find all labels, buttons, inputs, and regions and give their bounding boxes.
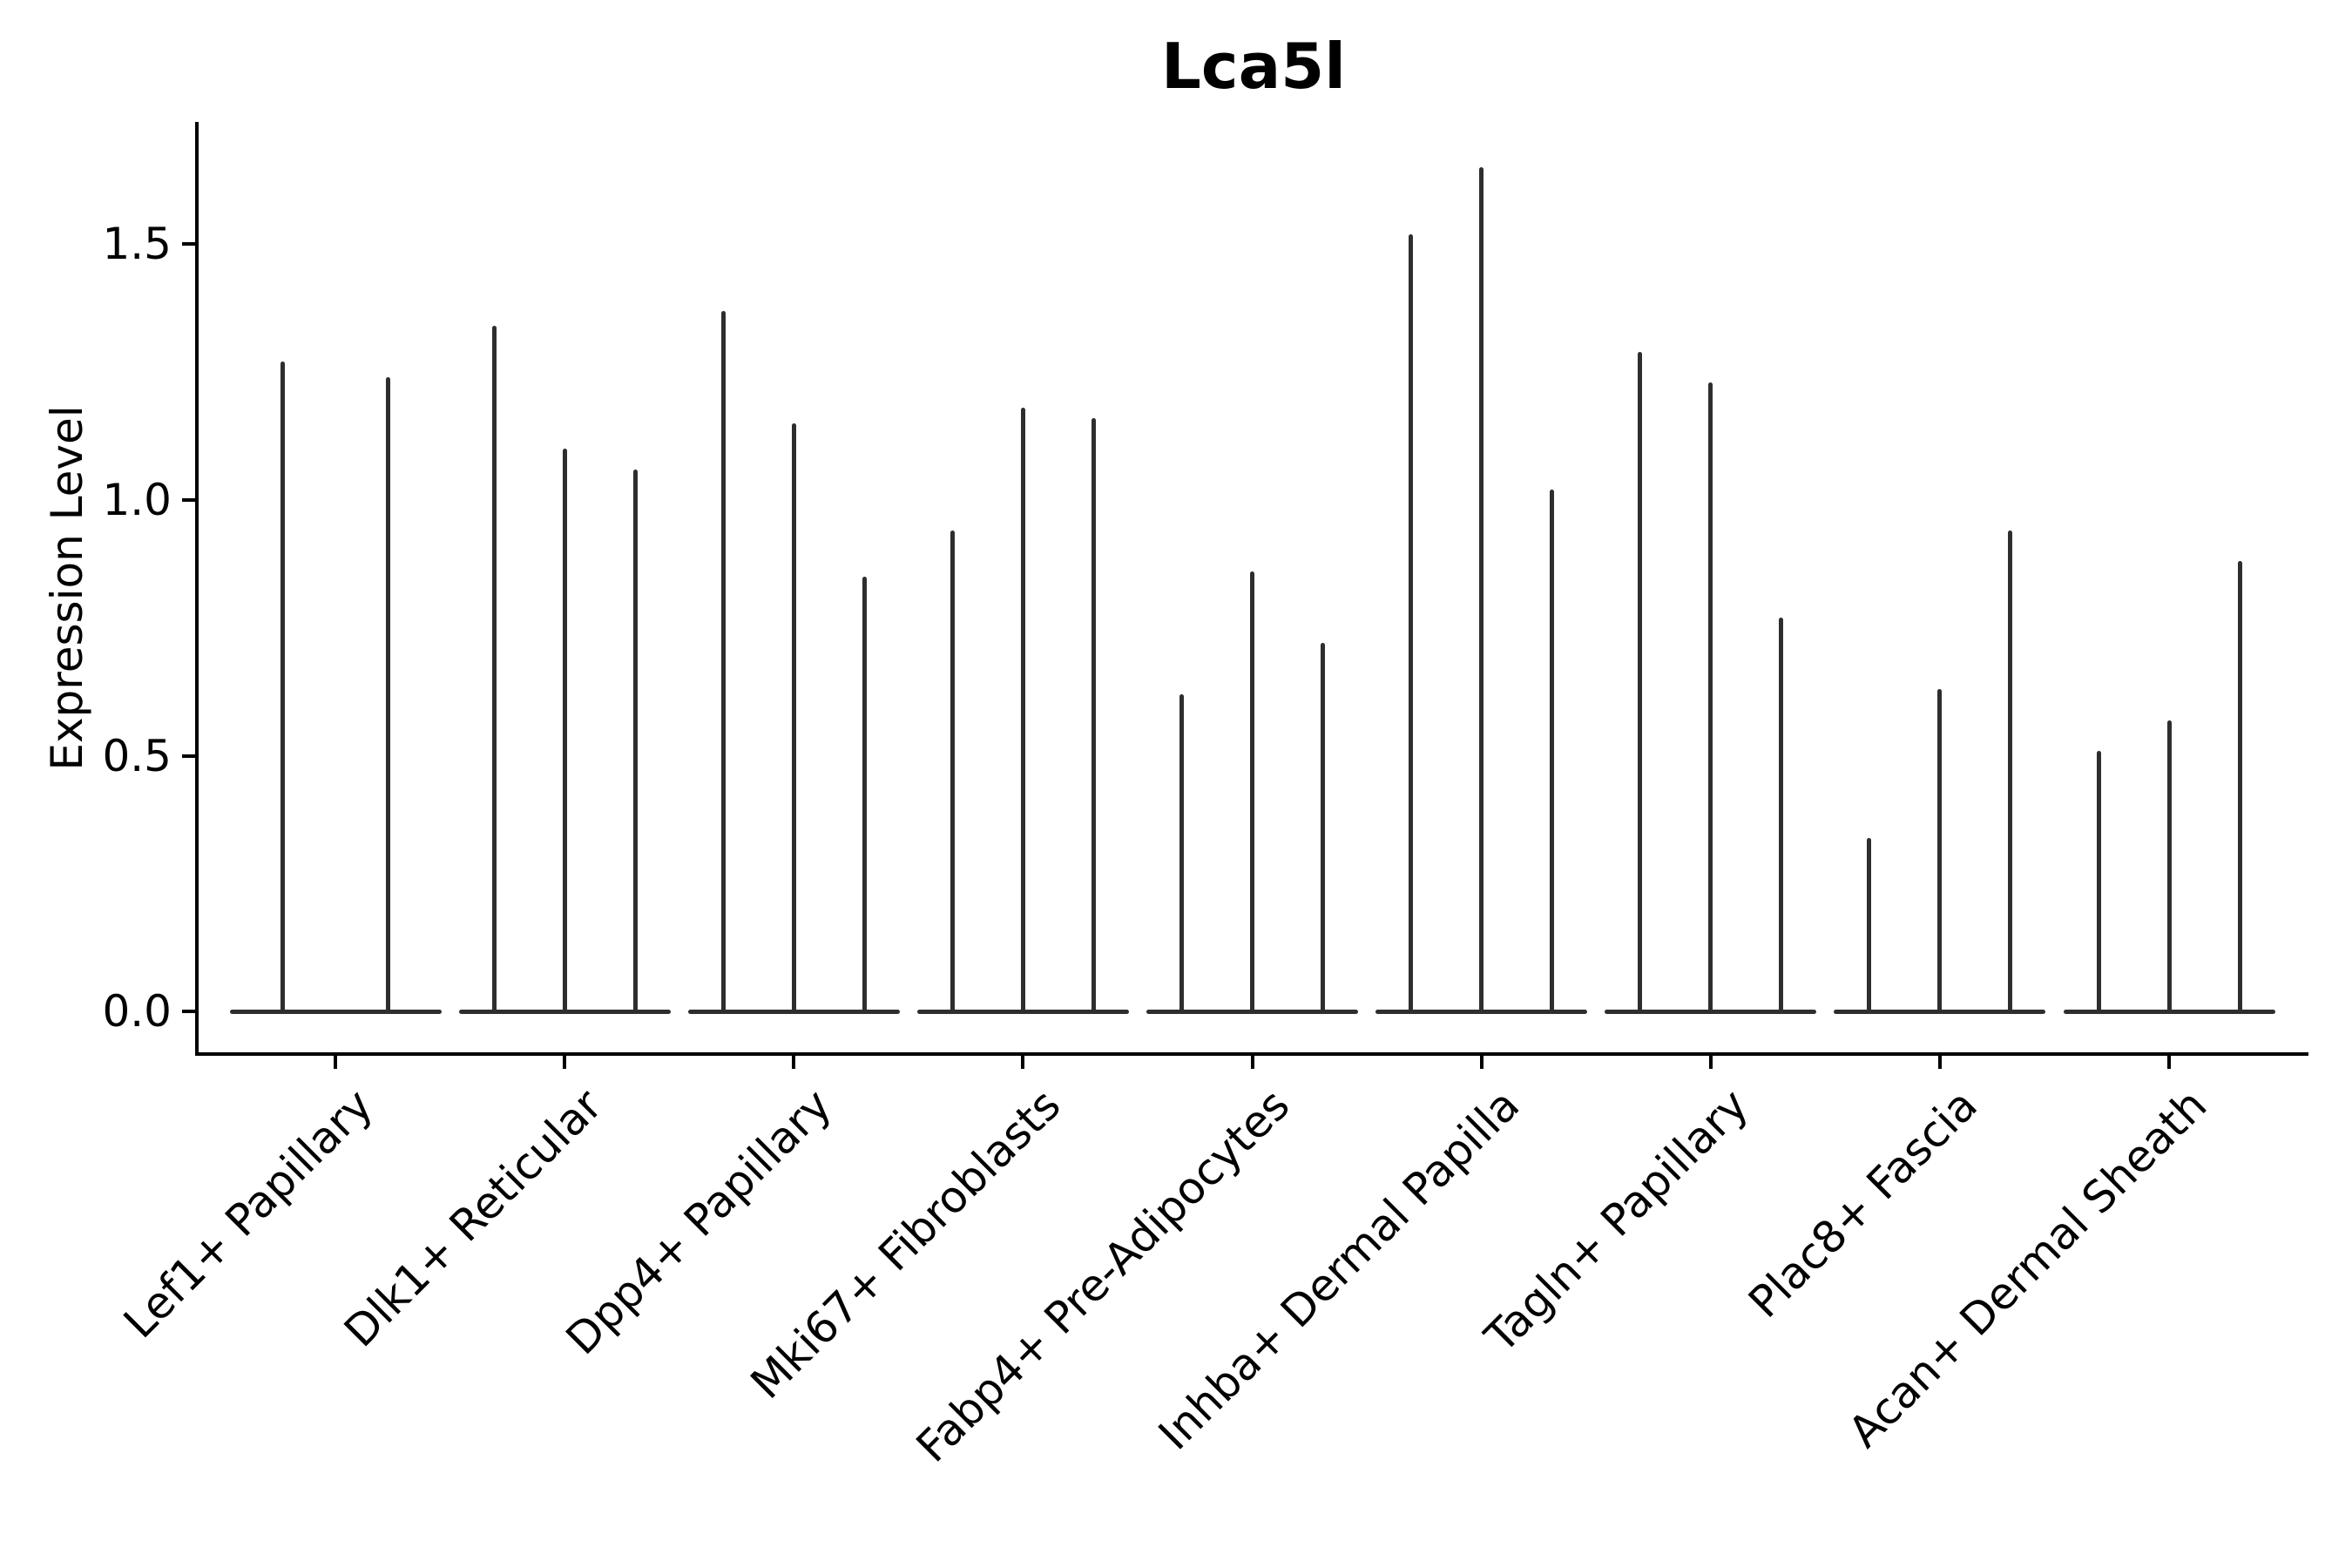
y-tick-label: 1.5 [102, 219, 172, 270]
x-tick [1479, 1056, 1484, 1069]
violin-spike [562, 449, 567, 1012]
violin-spike [1708, 382, 1713, 1012]
violin-spike [491, 326, 497, 1012]
x-tick-label: Plac8+ Fascia [1739, 1079, 1988, 1328]
violin-spike [1020, 408, 1025, 1012]
x-tick-label: Fabp4+ Pre-Adipocytes [907, 1079, 1300, 1472]
violin-spike [950, 531, 955, 1012]
violin-spike [791, 422, 796, 1012]
violin-spike [1550, 490, 1555, 1012]
violin-spike [1091, 418, 1096, 1012]
violin-spike [386, 377, 391, 1012]
violin-spike [1867, 837, 1872, 1012]
violin-base [916, 1009, 1129, 1014]
violin-spike [1321, 643, 1325, 1012]
x-tick [563, 1056, 567, 1069]
y-tick-label: 1.0 [102, 474, 172, 525]
violin-base [1375, 1009, 1588, 1014]
violin-spike [632, 469, 638, 1012]
y-tick-label: 0.5 [102, 730, 172, 781]
violin-spike [1638, 351, 1643, 1012]
violin-spike [720, 310, 726, 1012]
violin-spike [862, 577, 867, 1012]
violin-spike [2237, 561, 2242, 1012]
violin-base [1146, 1009, 1358, 1014]
x-tick [1021, 1056, 1025, 1069]
violin-spike [1779, 618, 1784, 1012]
x-tick [1708, 1056, 1713, 1069]
x-tick [1937, 1056, 1942, 1069]
y-tick [182, 497, 196, 502]
violin-spike [2096, 750, 2101, 1012]
violin-spike [1937, 689, 1943, 1012]
violin-base [458, 1009, 671, 1014]
violin-spike [1250, 571, 1254, 1012]
violin-spike [280, 362, 285, 1012]
violin-base [1834, 1009, 2046, 1014]
x-tick-label: Lef1+ Papillary [114, 1079, 383, 1348]
violin-base [687, 1009, 900, 1014]
violin-spike [2166, 720, 2172, 1012]
violin-spike [1409, 233, 1414, 1012]
y-tick-label: 0.0 [102, 986, 172, 1037]
y-tick [182, 242, 196, 247]
violin-spike [1179, 694, 1184, 1012]
violin-spike [1479, 167, 1484, 1012]
x-axis-spine [195, 1052, 2308, 1056]
x-tick [792, 1056, 796, 1069]
violin-base [229, 1009, 442, 1014]
y-axis-spine [195, 122, 199, 1054]
y-tick [182, 754, 196, 758]
x-tick [334, 1056, 337, 1069]
x-tick [2167, 1056, 2171, 1069]
y-tick [182, 1010, 196, 1014]
y-axis-label: Expression Level [42, 405, 92, 771]
violin-base [1605, 1009, 1817, 1014]
violin-spike [2008, 531, 2013, 1012]
violin-base [2063, 1009, 2275, 1014]
x-tick [1250, 1056, 1254, 1069]
chart-title: Lca5l [1161, 30, 1346, 103]
